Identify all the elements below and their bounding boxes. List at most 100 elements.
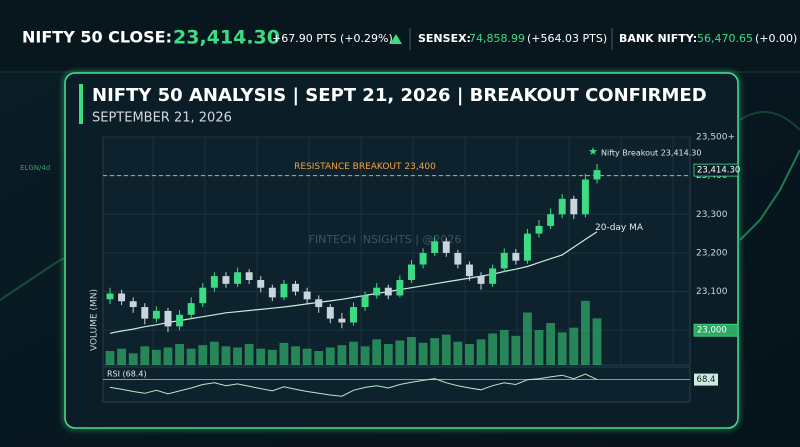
candle-body: [245, 272, 253, 280]
watermark: FINTECH INSIGHTS | @2026: [309, 233, 462, 246]
volume-bar: [557, 332, 567, 365]
candle-body: [118, 293, 126, 302]
volume-bar: [465, 344, 474, 365]
y-tick-label: 23,100: [696, 287, 728, 297]
candle-body: [268, 287, 276, 298]
candle-body: [581, 179, 589, 215]
candle-body: [558, 198, 566, 215]
sensex-change: (+564.03 PTS): [527, 32, 607, 45]
candle-body: [210, 276, 218, 288]
volume-bar: [488, 333, 498, 365]
candle-body: [442, 241, 450, 253]
sensex-label: SENSEX:: [418, 32, 471, 45]
volume-bar: [244, 344, 254, 365]
volume-bar: [314, 351, 324, 365]
volume-bar: [569, 327, 579, 365]
candle-body: [535, 225, 543, 234]
candle-body: [199, 287, 207, 304]
price-tag-label: 23,000: [697, 326, 727, 336]
bg-label: ELGN/4d: [20, 164, 50, 172]
candle-body: [384, 287, 392, 296]
volume-bar: [186, 348, 196, 365]
bank-price: 56,470.65: [697, 32, 753, 45]
volume-bar: [337, 345, 347, 365]
y-axis-label: VOLUME (MN): [90, 289, 100, 351]
candle-body: [431, 241, 439, 253]
candle-body: [523, 233, 531, 261]
volume-bar: [151, 349, 161, 365]
volume-bar: [140, 346, 150, 365]
volume-bar: [523, 312, 532, 365]
volume-bar: [476, 339, 486, 365]
ticker-change: +67.90 PTS (+0.29%): [272, 32, 393, 45]
volume-bar: [256, 348, 266, 365]
candle-body: [234, 272, 242, 284]
candle-body: [593, 170, 601, 180]
title-accent: [79, 84, 83, 124]
candle-body: [465, 264, 473, 277]
volume-bar: [546, 323, 556, 365]
plot-area: [102, 136, 691, 366]
volume-bar: [407, 337, 416, 365]
candle-body: [326, 307, 334, 319]
candle-body: [512, 252, 520, 261]
volume-bar: [430, 338, 440, 365]
candle-body: [280, 283, 288, 298]
volume-bar: [499, 330, 509, 365]
price-tag-label: 23,414.30: [697, 166, 740, 176]
candle-body: [222, 276, 230, 284]
candle-body: [106, 293, 114, 300]
candle-body: [152, 310, 160, 319]
price-tag: [693, 323, 739, 337]
y-tick-label: 23,500+: [696, 133, 735, 143]
volume-bar: [291, 346, 300, 365]
volume-bar: [163, 347, 173, 365]
annotation-star: ★: [588, 145, 598, 158]
bg-decoration: [739, 149, 800, 241]
annotation: Nifty Breakout 23,414.30: [601, 149, 701, 158]
candle-body: [164, 310, 172, 327]
ticker-bar: [0, 0, 800, 72]
bg-decoration: [739, 111, 800, 131]
ma-label: 20-day MA: [595, 223, 644, 233]
volume-bar: [325, 347, 335, 365]
candle-body: [129, 301, 137, 308]
rsi-label: RSI (68.4): [107, 370, 147, 379]
volume-bar: [372, 339, 382, 365]
candle-body: [257, 279, 265, 288]
candle-body: [489, 268, 497, 284]
candle-body: [373, 287, 381, 296]
candle-body: [176, 314, 184, 327]
ticker-label: NIFTY 50 CLOSE:: [22, 28, 172, 47]
candle-body: [570, 198, 578, 215]
rsi-tag: [694, 373, 718, 386]
candle-body: [187, 303, 195, 315]
candle-body: [454, 252, 462, 265]
volume-bar: [221, 346, 231, 365]
candle-body: [361, 295, 369, 308]
rsi-value: 68.4: [697, 375, 716, 385]
candle-body: [477, 276, 485, 284]
candle-body: [407, 264, 415, 280]
volume-bar: [233, 347, 242, 365]
candle-body: [141, 307, 149, 319]
volume-bar: [441, 334, 451, 365]
volume-bar: [198, 345, 208, 365]
ticker-price: 23,414.30: [173, 27, 280, 49]
volume-bar: [128, 353, 138, 365]
up-arrow: [390, 34, 402, 44]
price-tag: [693, 163, 739, 177]
volume-bar: [349, 341, 358, 365]
volume-bar: [360, 346, 370, 365]
volume-bar: [511, 335, 521, 365]
candle-body: [500, 252, 508, 269]
candle-body: [303, 291, 311, 300]
y-tick-label: 23,300: [696, 210, 728, 220]
volume-bar: [302, 348, 312, 365]
volume-bar: [395, 340, 405, 365]
bank-label: BANK NIFTY:: [619, 32, 697, 45]
sensex-price: 74,858.99: [469, 32, 525, 45]
chart-subtitle: SEPTEMBER 21, 2026: [92, 111, 232, 126]
candle-body: [292, 283, 300, 292]
